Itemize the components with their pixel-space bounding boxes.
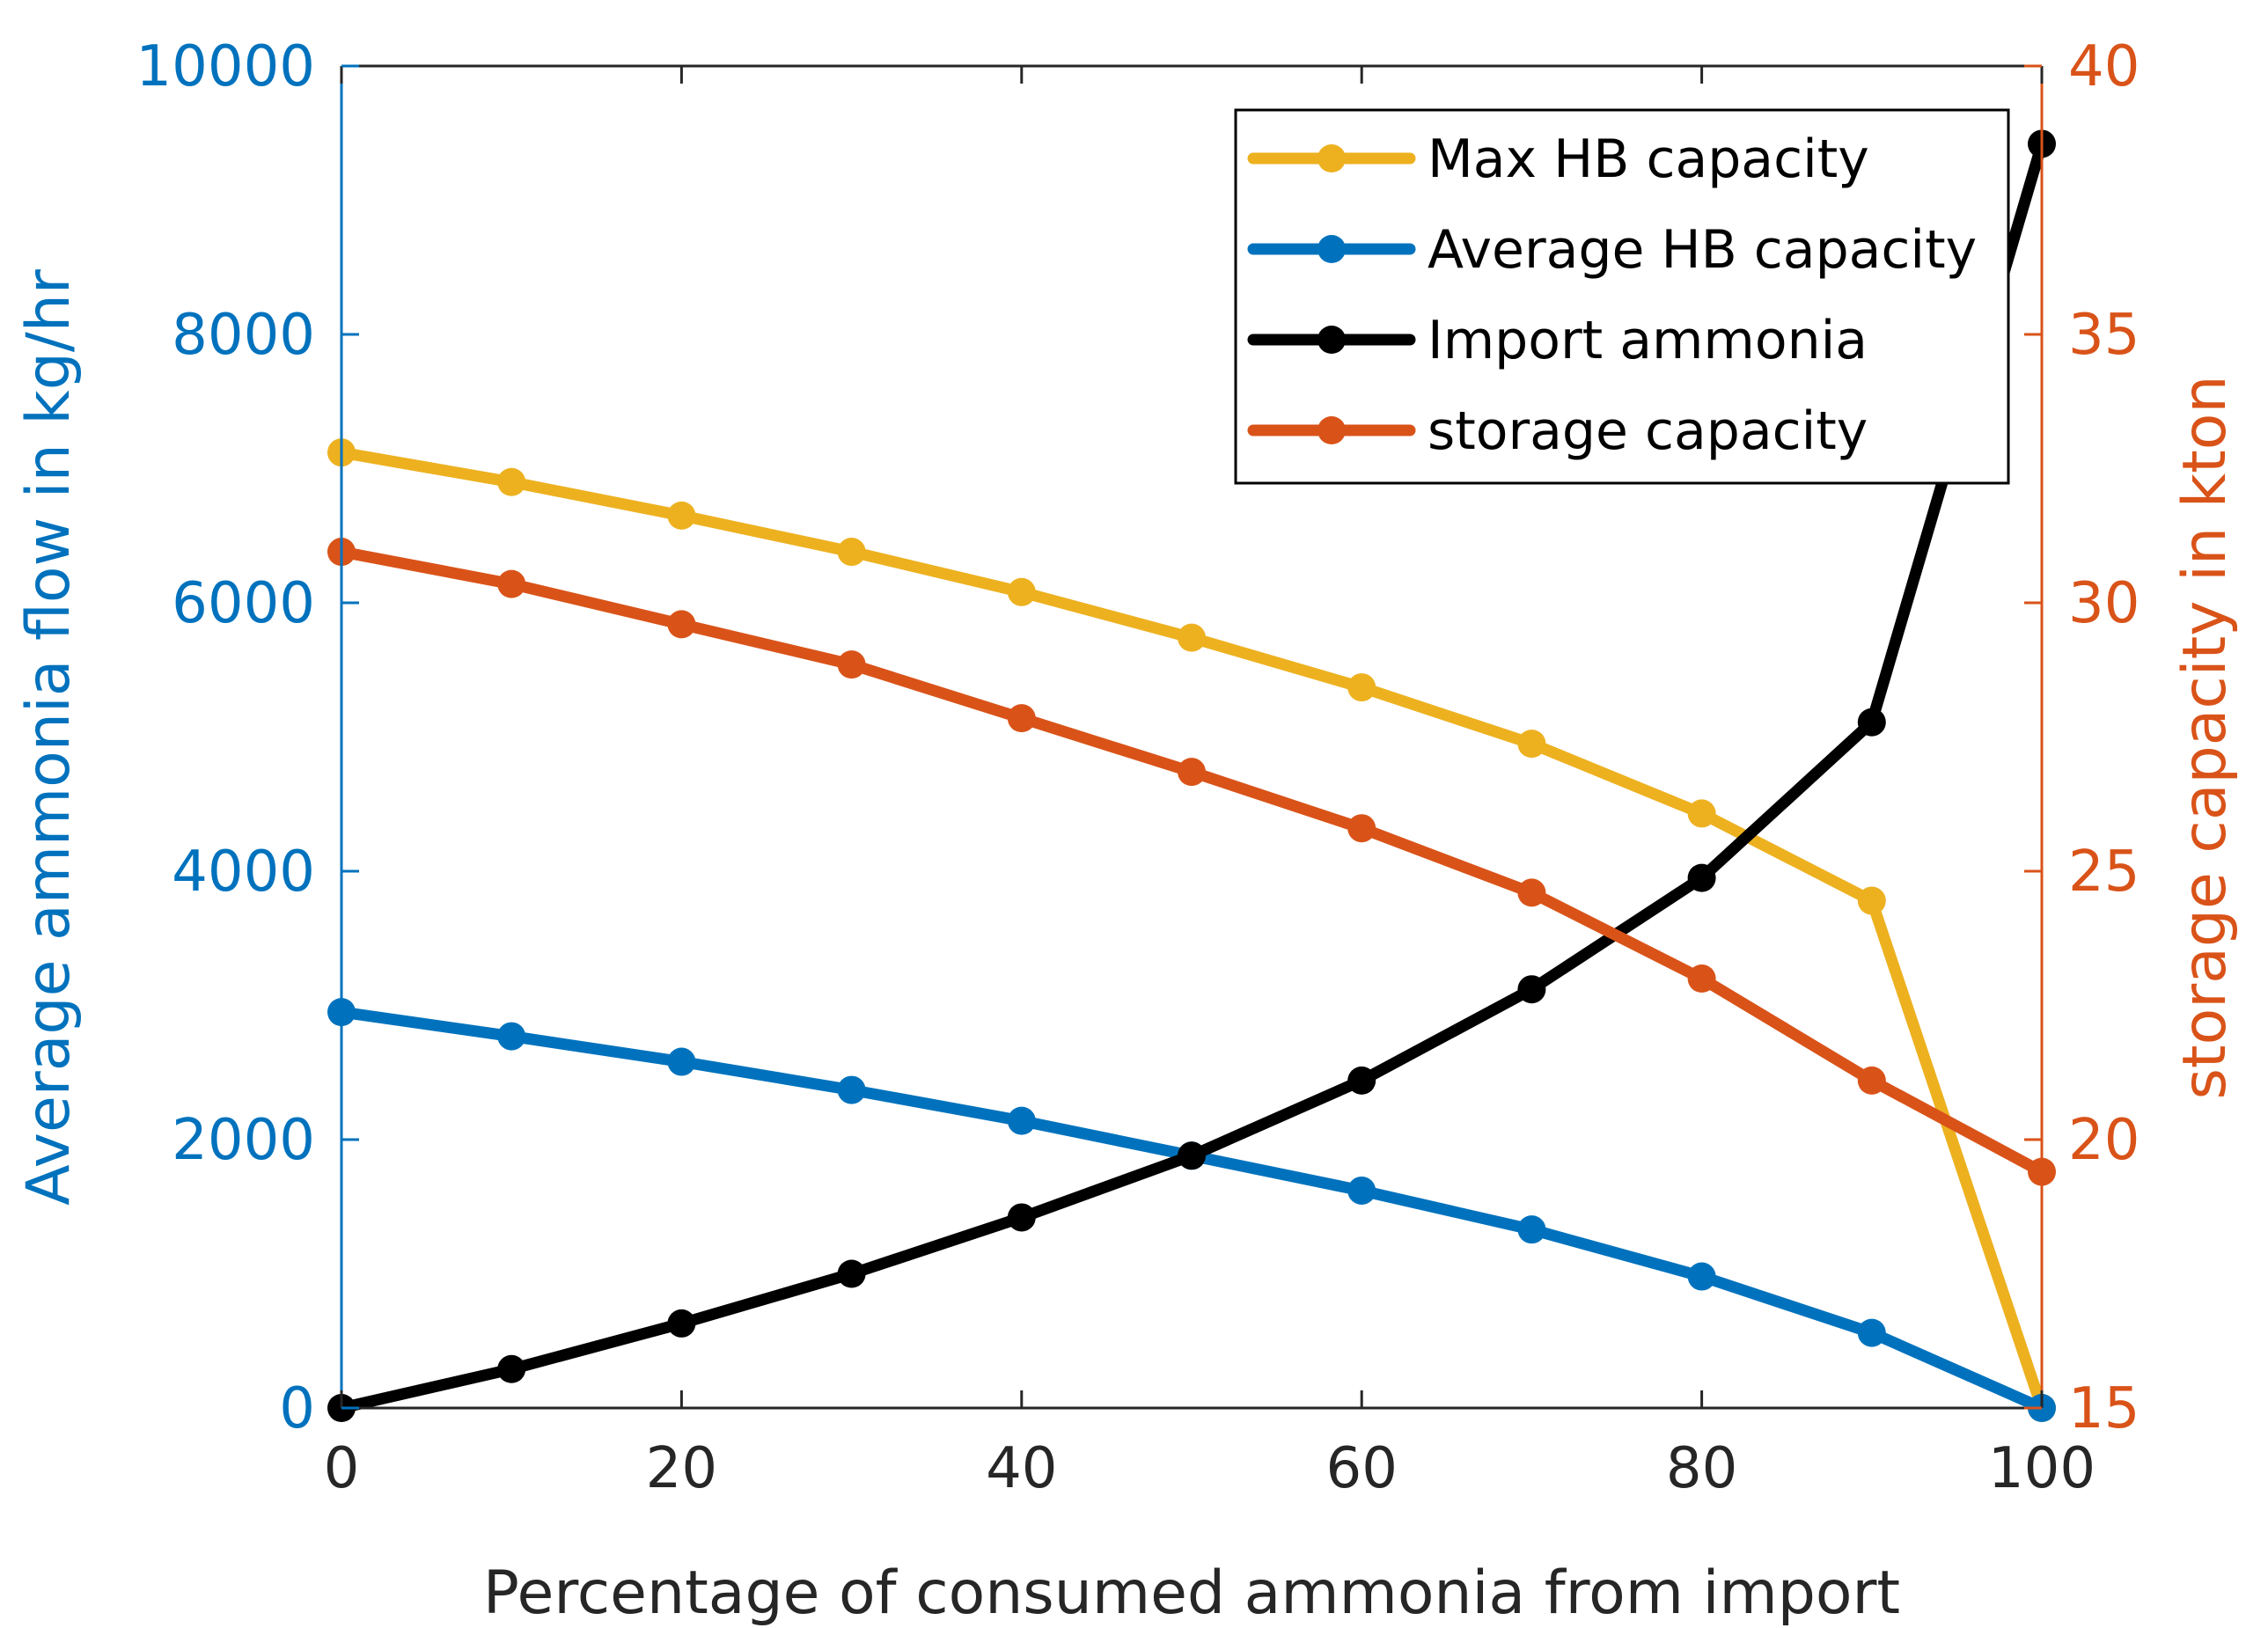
series-0-point-9 xyxy=(1857,886,1886,915)
series-3-point-5 xyxy=(1178,758,1206,787)
series-0-point-8 xyxy=(1687,799,1716,828)
right-y-tick-label-4: 35 xyxy=(2068,303,2140,368)
series-1-point-7 xyxy=(1517,1215,1546,1244)
right-y-axis-label: storage capacity in kton xyxy=(2170,376,2240,1100)
series-1-point-9 xyxy=(1857,1318,1886,1347)
right-y-tick-label-1: 20 xyxy=(2068,1108,2140,1173)
series-0-point-2 xyxy=(667,501,696,530)
series-3-point-7 xyxy=(1517,878,1546,907)
left-y-tick-label-1: 2000 xyxy=(172,1108,315,1173)
right-y-tick-label-2: 25 xyxy=(2068,840,2140,905)
series-2-point-8 xyxy=(1687,863,1716,892)
series-3-point-1 xyxy=(497,569,526,598)
series-3-point-2 xyxy=(667,610,696,639)
legend-swatch-marker-1 xyxy=(1317,235,1346,263)
series-2-point-1 xyxy=(497,1354,526,1383)
series-2-point-6 xyxy=(1347,1066,1376,1095)
x-tick-label-1: 20 xyxy=(646,1436,717,1501)
series-0-point-4 xyxy=(1007,577,1036,606)
legend-label-2: Import ammonia xyxy=(1428,310,1868,371)
series-2-point-5 xyxy=(1178,1141,1206,1170)
left-y-tick-label-0: 0 xyxy=(279,1376,315,1441)
legend-label-0: Max HB capacity xyxy=(1428,128,1869,190)
series-0-point-6 xyxy=(1347,673,1376,702)
series-0-point-1 xyxy=(497,467,526,496)
legend-label-1: Average HB capacity xyxy=(1428,219,1977,281)
series-1-point-4 xyxy=(1007,1106,1036,1135)
right-y-tick-label-3: 30 xyxy=(2068,571,2140,636)
series-1-point-1 xyxy=(497,1022,526,1051)
legend: Max HB capacity Average HB capacity Import… xyxy=(1234,108,2010,485)
legend-entries: Max HB capacity Average HB capacity Import… xyxy=(1247,128,1977,462)
series-1-point-2 xyxy=(667,1047,696,1076)
series-2-point-9 xyxy=(1857,708,1886,737)
series-1-point-3 xyxy=(837,1075,866,1104)
legend-swatch-marker-0 xyxy=(1317,144,1346,172)
x-tick-label-0: 0 xyxy=(324,1436,360,1501)
x-axis-label: Percentage of consumed ammonia from impo… xyxy=(483,1558,1900,1628)
series-2-point-3 xyxy=(837,1259,866,1288)
left-y-axis-label: Average ammonia flow in kg/hr xyxy=(14,269,84,1206)
series-2-point-4 xyxy=(1007,1203,1036,1232)
legend-box xyxy=(1234,108,2010,485)
axes-layer xyxy=(340,64,2044,1410)
x-tick-label-2: 40 xyxy=(986,1436,1057,1501)
left-y-tick-label-3: 6000 xyxy=(172,571,315,636)
series-1-point-6 xyxy=(1347,1176,1376,1205)
legend-label-3: storage capacity xyxy=(1428,400,1868,462)
x-tick-label-4: 80 xyxy=(1666,1436,1737,1501)
left-y-tick-label-2: 4000 xyxy=(172,840,315,905)
left-y-tick-label-5: 10000 xyxy=(136,34,315,99)
series-2-point-2 xyxy=(667,1309,696,1338)
left-y-tick-label-4: 8000 xyxy=(172,303,315,368)
series-3-point-4 xyxy=(1007,704,1036,733)
right-y-tick-label-0: 15 xyxy=(2068,1376,2140,1441)
x-tick-label-3: 60 xyxy=(1325,1436,1397,1501)
x-tick-label-5: 100 xyxy=(1988,1436,2096,1501)
series-layer xyxy=(327,129,2056,1422)
series-0-point-7 xyxy=(1517,730,1546,759)
series-1-point-8 xyxy=(1687,1262,1716,1291)
legend-swatch-marker-3 xyxy=(1317,416,1346,444)
ticks-layer: 0 20 40 60 80 100 0 2000 4000 6000 8000 10000 15 20 25… xyxy=(136,34,2140,1501)
right-y-tick-label-5: 40 xyxy=(2068,34,2140,99)
legend-swatch-marker-2 xyxy=(1317,326,1346,354)
series-3-point-3 xyxy=(837,650,866,679)
series-0-point-5 xyxy=(1178,623,1206,652)
series-3-point-9 xyxy=(1857,1066,1886,1095)
series-0-point-3 xyxy=(837,538,866,567)
series-3-point-8 xyxy=(1687,964,1716,993)
series-3-point-6 xyxy=(1347,814,1376,843)
series-2-point-7 xyxy=(1517,975,1546,1004)
